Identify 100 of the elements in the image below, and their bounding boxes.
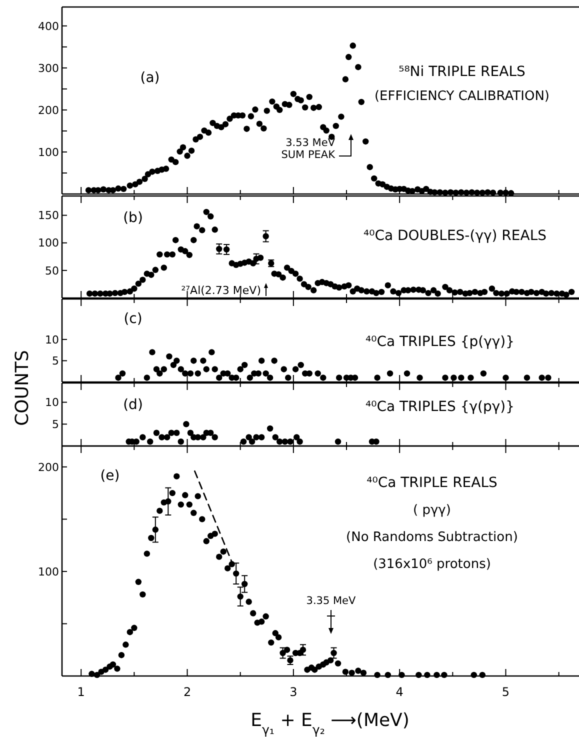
point — [524, 374, 530, 381]
point — [208, 349, 215, 356]
x-axis-title: E$_{γ₁}$ + E$_{γ₂}$ ⟶(MeV) — [250, 710, 410, 736]
y-tick-label: 100 — [38, 236, 59, 250]
point — [160, 366, 168, 372]
text: ⁵⁸Ni TRIPLE REALS — [398, 64, 526, 80]
x-tick-label: 4 — [396, 685, 404, 699]
point — [255, 370, 262, 377]
point — [296, 438, 303, 445]
point — [203, 366, 210, 372]
annotation: (e) — [100, 468, 120, 484]
point — [147, 438, 154, 445]
point — [194, 370, 201, 377]
point — [158, 434, 165, 440]
point — [266, 374, 274, 381]
point — [183, 421, 190, 428]
annotation: (b) — [123, 210, 143, 226]
y-tick-label: 5 — [52, 354, 59, 368]
point — [174, 358, 180, 364]
point — [170, 362, 177, 368]
y-tick-label: 10 — [45, 333, 59, 346]
point — [140, 434, 146, 440]
y-tick-label: 100 — [38, 565, 59, 578]
annotation: 3.53 MeV SUM PEAK — [281, 137, 336, 161]
point — [538, 374, 545, 381]
point — [280, 366, 287, 372]
point — [458, 374, 464, 381]
point — [276, 438, 283, 445]
point — [241, 362, 248, 368]
point — [416, 374, 423, 381]
point — [200, 434, 206, 440]
point — [258, 434, 265, 440]
point — [480, 370, 487, 377]
annotation: (EFFICIENCY CALIBRATION) — [374, 89, 550, 104]
text: ⁴⁰Ca DOUBLES-(γγ) REALS — [363, 228, 547, 244]
text: ⁴⁰Ca TRIPLES {p(γγ)} — [365, 334, 515, 350]
point — [144, 374, 150, 381]
point — [224, 370, 231, 377]
y-tick-label: 200 — [38, 460, 59, 474]
point — [149, 349, 156, 356]
point — [306, 370, 312, 377]
annotation: (c) — [124, 311, 142, 327]
x-tick-label: 5 — [502, 685, 510, 699]
x-tick-label: 3 — [290, 685, 298, 699]
y-tick-label: 10 — [45, 396, 59, 410]
point — [164, 434, 170, 440]
y-tick-label: 150 — [38, 209, 59, 222]
point — [156, 370, 163, 377]
point — [336, 374, 342, 381]
annotation: (d) — [123, 397, 143, 413]
point — [237, 366, 244, 372]
point — [272, 434, 278, 440]
point — [248, 438, 256, 445]
point — [442, 374, 448, 381]
annotation: (316x10⁶ protons) — [373, 557, 491, 572]
y-tick-label: 50 — [45, 264, 59, 278]
point — [174, 430, 180, 436]
point — [187, 430, 194, 436]
point — [258, 358, 265, 364]
point — [282, 438, 288, 445]
point — [374, 374, 380, 381]
text: ⁴⁰Ca TRIPLE REALS — [366, 475, 498, 491]
point — [320, 374, 326, 381]
point — [190, 358, 197, 364]
annotation: (No Randoms Subtraction) — [346, 530, 518, 545]
point — [200, 358, 206, 364]
y-axis-title: COUNTS — [12, 350, 33, 426]
x-tick-label: 2 — [183, 685, 192, 699]
point — [178, 366, 184, 372]
point — [212, 434, 218, 440]
y-tick-label: 100 — [38, 146, 59, 159]
point — [545, 374, 552, 381]
point — [386, 370, 394, 377]
point — [294, 434, 300, 440]
point — [212, 366, 218, 372]
annotation: (a) — [140, 70, 160, 86]
annotation: ( pγγ) — [413, 503, 451, 518]
point — [262, 370, 269, 377]
point — [246, 434, 252, 440]
point — [352, 374, 358, 381]
point — [153, 430, 160, 436]
point — [298, 362, 304, 368]
y-tick-label: 5 — [52, 418, 59, 431]
point — [166, 353, 172, 360]
y-tick-label: 300 — [38, 62, 59, 75]
point — [285, 374, 292, 381]
point — [153, 366, 160, 372]
point — [119, 370, 126, 377]
point — [168, 430, 174, 436]
y-tick-label: 400 — [38, 20, 59, 33]
point — [271, 358, 278, 364]
point — [178, 438, 184, 445]
point — [334, 438, 342, 445]
point — [182, 370, 188, 377]
point — [266, 425, 274, 432]
text: ⁴⁰Ca TRIPLES {γ(pγ)} — [365, 399, 515, 415]
point — [404, 370, 410, 377]
annotation: 3.35 MeV — [306, 595, 357, 607]
x-tick-label: 1 — [77, 685, 85, 699]
point — [187, 370, 194, 377]
